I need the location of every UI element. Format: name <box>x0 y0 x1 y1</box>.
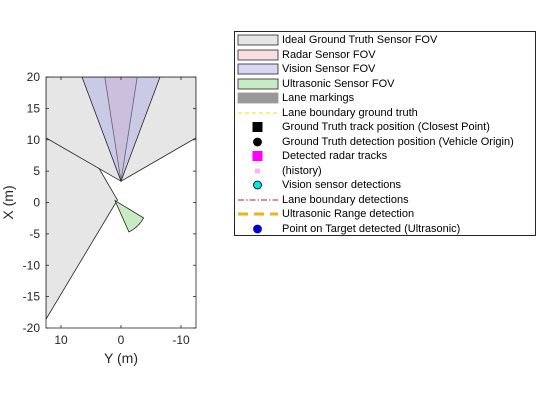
legend[interactable]: Ideal Ground Truth Sensor FOV Radar Senso… <box>234 31 536 236</box>
legend-item-lane-markings[interactable]: Lane markings <box>235 91 535 106</box>
y-tick-label: -15 <box>23 290 41 304</box>
legend-label: Vision Sensor FOV <box>282 63 376 75</box>
radar-sensor-fov-patch-1 <box>104 77 138 182</box>
legend-label: Lane boundary detections <box>282 193 409 206</box>
legend-swatch-ultrasonic-sensor-fov <box>237 78 279 90</box>
legend-item-detected-radar-tracks[interactable]: Detected radar tracks <box>235 149 535 164</box>
legend-swatch-ideal-ground-truth-sensor-fov <box>237 34 279 46</box>
legend-label: Ground Truth track position (Closest Poi… <box>282 121 490 133</box>
y-tick-label: -20 <box>23 321 41 335</box>
legend-label: Ultrasonic Range detection <box>282 208 415 220</box>
legend-item-ground-truth-track-position-closest-point[interactable]: Ground Truth track position (Closest Poi… <box>235 120 535 135</box>
ultrasonic-sensor-fov-sector <box>114 199 145 233</box>
y-tick-label: 15 <box>27 101 41 115</box>
legend-item-ground-truth-detection-position-vehicle-origin[interactable]: Ground Truth detection position (Vehicle… <box>235 135 535 150</box>
y-tick-label: 0 <box>33 196 40 210</box>
legend-item-lane-boundary-ground-truth[interactable]: Lane boundary ground truth <box>235 106 535 121</box>
legend-item-history[interactable]: (history) <box>235 164 535 179</box>
legend-item-vision-sensor-detections[interactable]: Vision sensor detections <box>235 178 535 193</box>
x-tick-label: -10 <box>172 333 190 347</box>
fov-patches <box>46 77 196 320</box>
legend-swatch-point-on-target-detected-ultrasonic <box>253 224 262 234</box>
legend-swatch-radar-sensor-fov <box>237 49 279 61</box>
legend-swatch-history <box>255 168 260 174</box>
legend-swatch-vision-sensor-detections <box>253 180 262 190</box>
legend-swatch-lane-markings <box>237 92 279 104</box>
legend-swatch-ultrasonic-range-detection <box>238 212 278 216</box>
y-tick-label: 5 <box>33 164 40 178</box>
legend-item-point-on-target-detected-ultrasonic[interactable]: Point on Target detected (Ultrasonic) <box>235 222 535 237</box>
legend-label: Detected radar tracks <box>282 150 388 162</box>
legend-label: Vision sensor detections <box>282 179 402 191</box>
legend-swatch-ground-truth-track-position-closest-point <box>252 122 263 133</box>
legend-label: Ultrasonic Sensor FOV <box>282 77 395 90</box>
ideal-ground-truth-sensor-fov-patch-2 <box>46 77 196 182</box>
x-axis-label: Y (m) <box>104 350 138 366</box>
legend-item-radar-sensor-fov[interactable]: Radar Sensor FOV <box>235 48 535 63</box>
legend-label: Ideal Ground Truth Sensor FOV <box>282 34 438 46</box>
legend-label: Lane boundary ground truth <box>282 106 418 119</box>
y-tick-label: 10 <box>27 133 41 147</box>
legend-swatch-lane-boundary-detections <box>238 199 278 201</box>
legend-label: Ground Truth detection position (Vehicle… <box>282 135 514 148</box>
legend-item-ultrasonic-range-detection[interactable]: Ultrasonic Range detection <box>235 207 535 222</box>
legend-label: Lane markings <box>282 92 355 104</box>
legend-label: Radar Sensor FOV <box>282 48 376 61</box>
vision-sensor-fov-patch-1 <box>81 77 161 183</box>
axis-ticks: 10 0 -10 20 15 10 5 0 -5 -10 -15 -20 <box>23 70 196 347</box>
y-tick-label: 20 <box>27 70 41 84</box>
legend-swatch-lane-boundary-ground-truth <box>238 112 278 114</box>
legend-item-vision-sensor-fov[interactable]: Vision Sensor FOV <box>235 62 535 77</box>
legend-item-ultrasonic-sensor-fov[interactable]: Ultrasonic Sensor FOV <box>235 77 535 92</box>
x-tick-label: 0 <box>118 333 125 347</box>
x-tick-label: 10 <box>54 333 68 347</box>
legend-label: Point on Target detected (Ultrasonic) <box>282 222 461 235</box>
legend-item-ideal-ground-truth-sensor-fov[interactable]: Ideal Ground Truth Sensor FOV <box>235 33 535 48</box>
y-tick-label: -5 <box>29 227 40 241</box>
legend-swatch-vision-sensor-fov <box>237 63 279 75</box>
legend-swatch-detected-radar-tracks <box>252 151 263 162</box>
y-tick-label: -10 <box>23 258 41 272</box>
legend-item-lane-boundary-detections[interactable]: Lane boundary detections <box>235 193 535 208</box>
legend-swatch-ground-truth-detection-position-vehicle-origin <box>253 137 262 147</box>
legend-label: (history) <box>282 164 322 177</box>
y-axis-label: X (m) <box>0 185 16 219</box>
